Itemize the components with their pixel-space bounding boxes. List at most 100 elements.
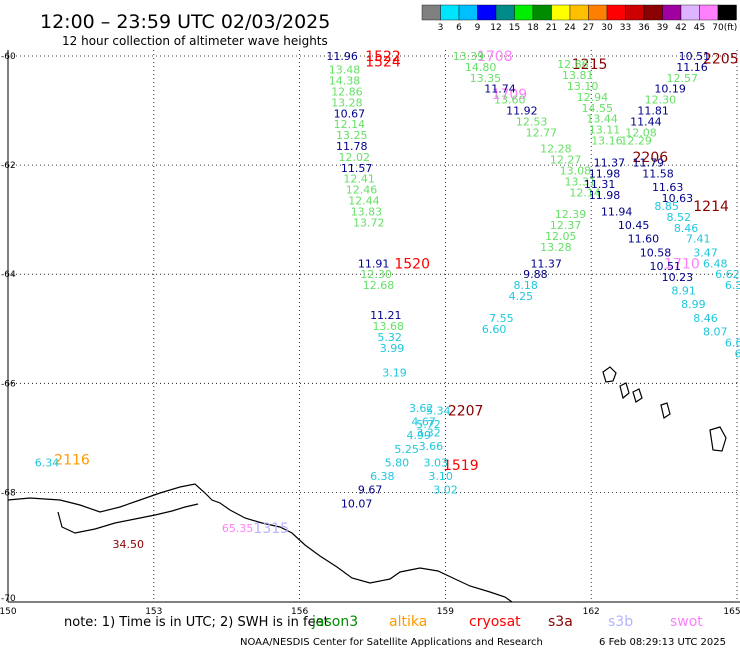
- wave-height-value: 8.07: [703, 325, 728, 338]
- wave-height-value: 11.60: [628, 233, 660, 246]
- latitude-label: -70: [1, 594, 16, 604]
- wave-height-value: 12.08: [625, 126, 657, 139]
- color-scale-label: (ft): [724, 23, 738, 33]
- graticule-grid: 150 153 156 159 162 165 -60 -62 -64 -66 -68 -70: [0, 50, 740, 617]
- track-time-label: 1522: [365, 49, 401, 65]
- latitude-label: -60: [1, 52, 16, 62]
- wave-height-value: 13.48: [329, 64, 361, 77]
- wave-height-value: 10.07: [341, 497, 373, 510]
- wave-height-value: 10.51: [679, 50, 711, 63]
- generation-timestamp: 6 Feb 08:29:13 UTC 2025: [599, 637, 726, 648]
- wave-height-value: 11.16: [676, 61, 708, 74]
- wave-height-value: 13.08: [560, 165, 592, 178]
- color-scale-label: 3: [438, 23, 444, 33]
- wave-height-value: 11.81: [637, 105, 669, 118]
- color-swatch: [569, 4, 589, 21]
- latitude-label: -64: [1, 270, 16, 280]
- longitude-label: 162: [583, 607, 600, 617]
- wave-height-values: 11.9613.4814.3812.8613.2810.6712.1413.25…: [35, 50, 740, 551]
- wave-height-value: 4.99: [407, 429, 432, 442]
- wave-height-value: 13.28: [540, 241, 572, 254]
- color-scale-label: 30: [601, 23, 613, 33]
- color-swatch: [699, 4, 719, 21]
- wave-height-value: 8.46: [693, 312, 718, 325]
- wave-height-value: 12.39: [555, 208, 587, 221]
- wave-height-value: 65.35: [222, 522, 254, 535]
- wave-height-value: 5.80: [385, 456, 410, 469]
- wave-height-value: 12.14: [569, 186, 601, 199]
- latitude-label: -68: [1, 488, 16, 498]
- wave-height-value: 10.23: [662, 271, 694, 284]
- wave-height-value: 12.37: [550, 219, 582, 232]
- color-scale-label: 45: [694, 23, 705, 33]
- island-5: [709, 426, 727, 452]
- track-time-label: 1708: [477, 49, 513, 65]
- wave-height-value: 11.94: [601, 205, 633, 218]
- wave-height-value: 12.77: [526, 126, 558, 139]
- color-scale-label: 12: [490, 23, 501, 33]
- color-swatch: [606, 4, 626, 21]
- island-3: [632, 388, 643, 403]
- track-time-label: 2205: [703, 52, 739, 68]
- wave-height-value: 3.19: [382, 366, 407, 379]
- wave-height-value: 10.51: [650, 260, 682, 273]
- color-swatch: [514, 4, 534, 21]
- wave-height-value: 10.58: [640, 246, 672, 259]
- color-scale-label: 39: [657, 23, 669, 33]
- color-scale-label: 6: [456, 23, 462, 33]
- wave-height-value: 8.52: [667, 211, 692, 224]
- wave-height-value: 13.10: [567, 80, 599, 93]
- color-scale-label: 15: [509, 23, 520, 33]
- track-time-label: 1214: [693, 199, 729, 215]
- wave-height-value: 13.81: [562, 69, 594, 82]
- color-scale-label: 21: [546, 23, 557, 33]
- wave-height-value: 10.45: [618, 219, 650, 232]
- wave-height-value: 13.25: [336, 129, 368, 142]
- color-swatch: [495, 4, 515, 21]
- wave-height-value: 12.53: [516, 115, 548, 128]
- latitude-label: -62: [1, 161, 16, 171]
- wave-height-value: 12.27: [550, 154, 582, 167]
- wave-height-value: 11.31: [584, 178, 616, 191]
- track-time-label: 1709: [492, 87, 528, 103]
- color-swatch: [662, 4, 682, 21]
- color-scale-label: 42: [675, 23, 686, 33]
- satellite-legend: jason3 altika cryosat s3a s3b swot: [311, 614, 703, 630]
- color-swatch: [440, 4, 460, 21]
- wave-height-value: 13.39: [453, 50, 485, 63]
- color-swatch: [421, 4, 441, 21]
- wave-height-value: 3.66: [419, 440, 444, 453]
- island-4: [660, 402, 671, 419]
- wave-height-value: 11.57: [341, 162, 373, 175]
- longitude-label: 156: [291, 607, 308, 617]
- color-swatch: [477, 4, 497, 21]
- color-swatch: [532, 4, 552, 21]
- wave-height-value: 11.92: [506, 105, 538, 118]
- satellite-legend-item: cryosat: [469, 614, 521, 630]
- wave-height-value: 11.37: [530, 257, 562, 270]
- wave-height-value: 7.41: [686, 233, 711, 246]
- wave-height-value: 11.98: [589, 189, 621, 202]
- longitude-label: 150: [0, 607, 17, 617]
- wave-height-value: 13.31: [564, 175, 596, 188]
- wave-height-value: 11.79: [633, 156, 665, 169]
- coastline: [7, 366, 727, 603]
- latitude-label: -66: [1, 379, 16, 389]
- satellite-legend-item: jason3: [311, 614, 358, 630]
- wave-height-value: 6: [735, 347, 740, 360]
- wave-height-value: 13.16: [591, 135, 623, 148]
- antarctic-coastline: [7, 483, 513, 603]
- credit-line: NOAA/NESDIS Center for Satellite Applica…: [240, 637, 543, 648]
- wave-height-value: 7.55: [489, 312, 514, 325]
- wave-height-value: 5.25: [394, 443, 419, 456]
- wave-height-value: 6.6: [725, 336, 740, 349]
- color-swatch: [717, 4, 737, 21]
- wave-height-value: 12.30: [360, 268, 392, 281]
- color-swatch: [458, 4, 478, 21]
- wave-height-value: 8.91: [671, 285, 696, 298]
- wave-height-value: 3.02: [433, 484, 458, 497]
- wave-height-value: 11.37: [594, 156, 626, 169]
- wave-height-value: 4.67: [411, 415, 436, 428]
- wave-height-value: 12.02: [338, 151, 370, 164]
